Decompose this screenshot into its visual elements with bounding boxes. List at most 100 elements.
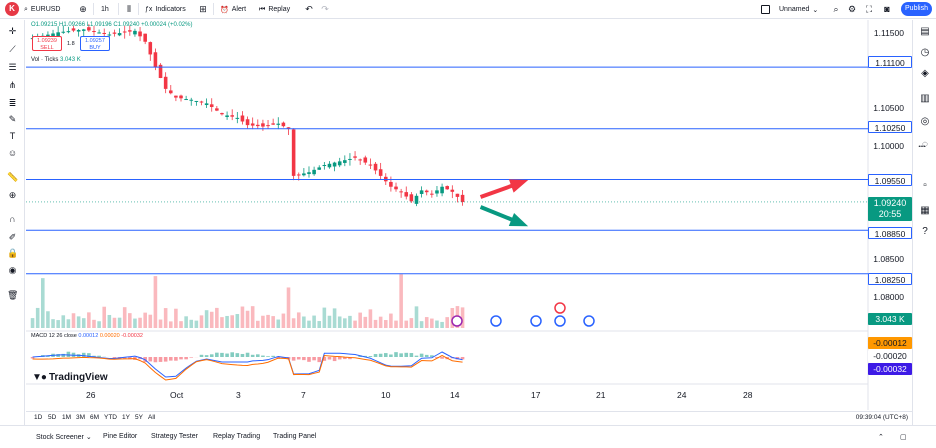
ideas-bulb-icon[interactable]: ◌ xyxy=(922,139,928,150)
redo-icon[interactable]: ↷ xyxy=(321,4,329,14)
settings-gear-icon[interactable]: ⚙ xyxy=(847,4,857,14)
emoji-icon[interactable]: ☺ xyxy=(7,148,18,158)
candle-body xyxy=(445,186,449,190)
layout-name[interactable]: Unnamed ⌄ xyxy=(761,3,818,16)
trend-line-icon[interactable]: ⟋ xyxy=(9,44,16,54)
level-price-label[interactable]: 1.08250 xyxy=(868,273,912,285)
tab-strategy-tester[interactable]: Strategy Tester xyxy=(151,433,198,440)
ruler-icon[interactable]: 📏 xyxy=(7,172,19,182)
brush-icon[interactable]: ✎ xyxy=(8,114,17,124)
price-tick: 1.11500 xyxy=(873,28,904,38)
undo-icon[interactable]: ↶ xyxy=(305,4,313,14)
candle-body xyxy=(286,127,291,129)
watchlist-icon[interactable]: ▤ xyxy=(920,26,930,37)
volume-bar xyxy=(291,318,296,328)
sell-button[interactable]: 1.09239 SELL xyxy=(32,36,62,51)
hotlist-dots-icon[interactable]: •••• xyxy=(918,144,926,150)
chart-pane[interactable]: O1.09215 H1.09266 L1.09196 C1.09240 +0.0… xyxy=(26,20,912,410)
range-6m[interactable]: 6M xyxy=(90,414,100,421)
eye-icon[interactable]: ◉ xyxy=(8,265,17,275)
tradingview-logo[interactable]: ▼● TradingView xyxy=(32,372,108,383)
tab-pine-editor[interactable]: Pine Editor xyxy=(103,433,138,440)
collapse-chevron-icon[interactable]: ⌃ xyxy=(878,434,884,441)
tab-replay-trading[interactable]: Replay Trading xyxy=(213,433,261,440)
maximize-panel-icon[interactable]: ▢ xyxy=(900,434,907,441)
volume-bar xyxy=(276,319,281,328)
crosshair-icon[interactable]: ✛ xyxy=(8,26,17,36)
candle-body xyxy=(368,164,373,166)
volume-bar xyxy=(51,319,55,328)
level-price-label[interactable]: 1.09550 xyxy=(868,174,912,186)
news-icon[interactable]: ▥ xyxy=(920,93,930,104)
tab-stock-screener[interactable]: Stock Screener ⌄ xyxy=(36,434,92,441)
macd-histogram-bar xyxy=(383,353,388,357)
range-ytd[interactable]: YTD xyxy=(104,414,117,421)
lock-icon[interactable]: 🔒 xyxy=(7,248,19,258)
macd-histogram-bar xyxy=(30,357,35,359)
level-price-label[interactable]: 1.08850 xyxy=(868,227,912,239)
replay-button[interactable]: ⏮ Replay xyxy=(259,5,291,14)
timezone-clock[interactable]: 09:39:04 (UTC+8) xyxy=(855,414,908,421)
layers-icon[interactable]: ◈ xyxy=(921,68,929,79)
volume-bar xyxy=(414,306,419,328)
candle-body xyxy=(378,169,383,176)
tab-trading-panel[interactable]: Trading Panel xyxy=(273,433,317,440)
target-icon[interactable]: ◎ xyxy=(920,116,930,127)
candle-body xyxy=(281,122,286,127)
level-price-label[interactable]: 1.11100 xyxy=(868,56,912,68)
range-all[interactable]: All xyxy=(148,414,156,421)
drawing-toolbar: ✛ ⟋ ☰ ⋔ ≣ ✎ T ☺ 📏 ⊕ ∩ ✐ 🔒 ◉ 🗑 xyxy=(0,20,25,425)
range-5y[interactable]: 5Y xyxy=(135,414,143,421)
interval-button[interactable]: 1h xyxy=(101,6,109,13)
volume-bar xyxy=(261,315,265,328)
layouts-grid-icon[interactable]: ⊞ xyxy=(199,4,207,14)
candle-body xyxy=(440,186,444,194)
range-3m[interactable]: 3M xyxy=(76,414,86,421)
bar-style-icon[interactable]: ⫴ xyxy=(127,4,131,14)
lock-drawing-icon[interactable]: ✐ xyxy=(8,232,17,242)
candle-body xyxy=(455,193,460,197)
volume-bar xyxy=(404,320,409,328)
volume-bar xyxy=(322,307,327,328)
macd-histogram-bar xyxy=(435,357,439,359)
quick-search-icon[interactable]: ⌕ xyxy=(833,4,839,14)
horizontal-lines-icon[interactable]: ☰ xyxy=(8,62,17,72)
range-1y[interactable]: 1Y xyxy=(122,414,130,421)
magnet-icon[interactable]: ∩ xyxy=(9,214,16,224)
buy-button[interactable]: 1.09257 BUY xyxy=(80,36,110,51)
date-range-bar: 1D 5D 1M 3M 6M YTD 1Y 5Y All 09:39:04 (U… xyxy=(26,411,912,424)
calendar-icon[interactable]: ▦ xyxy=(920,205,930,216)
symbol-search[interactable]: ⌕ EURUSD xyxy=(24,3,60,16)
publish-button[interactable]: Publish xyxy=(901,2,932,16)
level-price-label[interactable]: 1.10250 xyxy=(868,121,912,133)
zoom-in-icon[interactable]: ⊕ xyxy=(8,190,17,200)
text-tool-icon[interactable]: T xyxy=(9,131,16,141)
economic-event-marker xyxy=(530,315,542,327)
chevron-down-icon: ⌄ xyxy=(812,6,819,14)
indicators-button[interactable]: ƒx Indicators xyxy=(145,6,186,13)
macd-histogram-bar xyxy=(225,353,229,357)
candle-body xyxy=(460,194,465,202)
candle-body xyxy=(153,52,158,68)
range-1d[interactable]: 1D xyxy=(34,414,43,421)
user-avatar[interactable]: K xyxy=(5,2,19,16)
layout-checkbox-icon xyxy=(761,5,770,14)
compare-add-icon[interactable]: ⊕ xyxy=(79,4,87,14)
alert-button[interactable]: ⏰ Alert xyxy=(220,6,247,14)
help-question-icon[interactable]: ? xyxy=(922,226,928,237)
alerts-clock-icon[interactable]: ◷ xyxy=(920,47,930,58)
macd-histogram-bar xyxy=(66,351,71,357)
fullscreen-icon[interactable]: ⛶ xyxy=(865,4,873,14)
range-1m[interactable]: 1M xyxy=(62,414,72,421)
notifications-bell-icon[interactable]: ▫ xyxy=(923,180,927,191)
fib-retracement-icon[interactable]: ≣ xyxy=(8,98,17,108)
pitchfork-icon[interactable]: ⋔ xyxy=(8,80,17,90)
snapshot-camera-icon[interactable]: ◙ xyxy=(884,4,890,14)
trend-arrow-head xyxy=(508,212,529,227)
trash-icon[interactable]: 🗑 xyxy=(7,290,19,300)
price-chart-canvas[interactable] xyxy=(26,20,912,410)
candle-body xyxy=(230,115,234,117)
candle-body xyxy=(189,99,194,101)
range-5d[interactable]: 5D xyxy=(48,414,57,421)
spread-value: 1.8 xyxy=(67,41,75,47)
